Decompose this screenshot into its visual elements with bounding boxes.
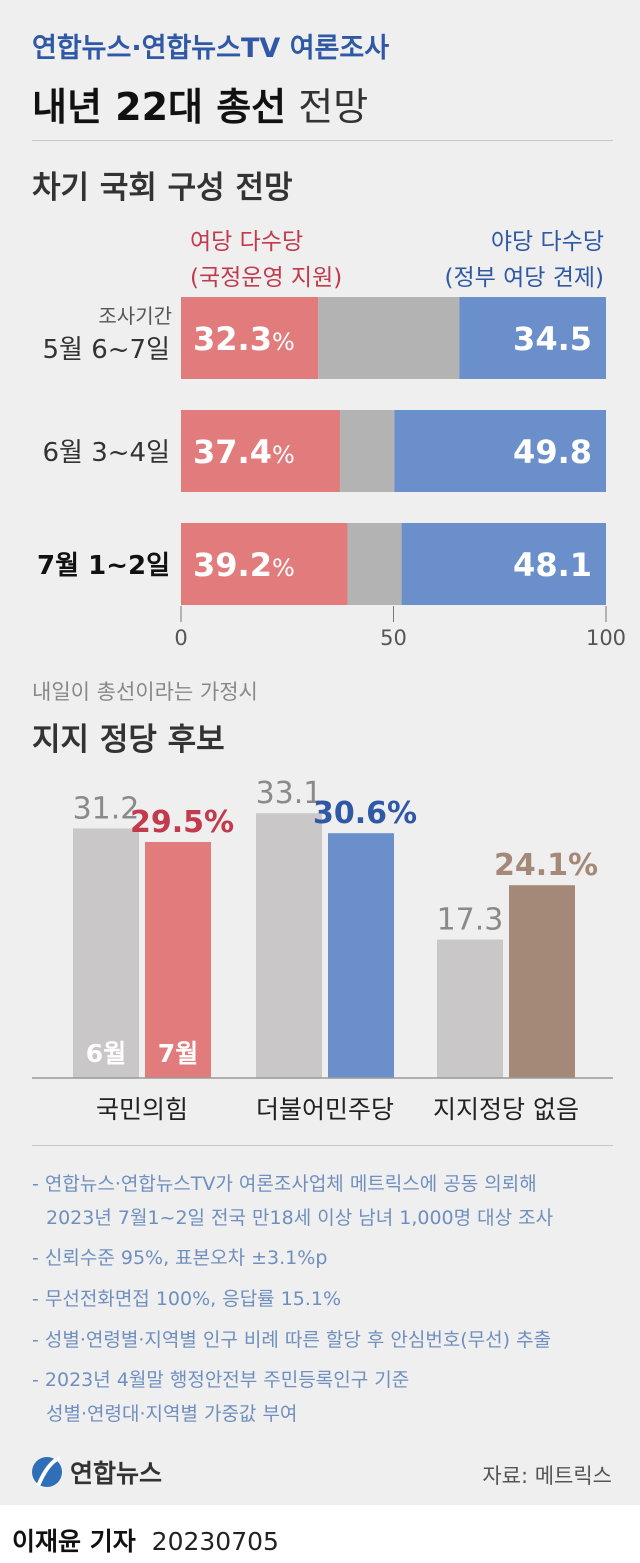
opposition-label-line1: 야당 다수당 [490, 229, 604, 255]
ruling-value-label-1: 37.4% [193, 433, 295, 471]
ruling-value-label-0: 32.3% [193, 320, 295, 358]
byline-author: 이재윤 기자 [12, 1527, 136, 1556]
july-bar-2 [509, 885, 575, 1078]
section1-title: 차기 국회 구성 전망 [32, 170, 293, 206]
note-1b: 2023년 7월1~2일 전국 만18세 이상 남녀 1,000명 대상 조사 [46, 1207, 554, 1229]
note-4: - 성별·연령별·지역별 인구 비례 따른 할당 후 안심번호(무선) 추출 [32, 1329, 552, 1351]
yonhap-logo-icon [32, 1456, 62, 1487]
infographic-panel [0, 0, 640, 1505]
bar-segment-0-1 [318, 297, 460, 379]
yonhap-logo: 연합뉴스 [30, 1452, 162, 1492]
byline-date: 20230705 [151, 1527, 279, 1556]
june-bar-0 [73, 828, 139, 1078]
period-label-0: 5월 6~7일 [42, 335, 170, 365]
bar-segment-1-0 [181, 410, 340, 492]
opposition-value-label-2: 48.1 [513, 546, 592, 584]
july-value-label-1: 30.6% [313, 796, 417, 831]
june-value-label-1: 33.1 [256, 776, 323, 811]
note-1a: - 연합뉴스·연합뉴스TV가 여론조사업체 메트릭스에 공동 의뢰해 [32, 1173, 537, 1195]
period-label-1: 6월 3~4일 [42, 438, 170, 468]
header-divider [32, 140, 613, 141]
bar-segment-1-2 [394, 410, 606, 492]
source-line: 연합뉴스·연합뉴스TV 여론조사 [32, 33, 390, 64]
data-source: 자료: 메트릭스 [482, 1464, 612, 1488]
july-bar-1 [328, 833, 394, 1078]
notes-divider [32, 1145, 613, 1146]
note-3: - 무선전화면접 100%, 응답률 15.1% [32, 1288, 342, 1310]
note-5a: - 2023년 4월말 행정안전부 주민등록인구 기준 [32, 1369, 410, 1391]
bar-segment-2-2 [401, 523, 606, 605]
party-label-2: 지지정당 없음 [433, 1095, 579, 1124]
x-tick-label-1: 50 [380, 626, 407, 650]
bar-segment-0-2 [459, 297, 606, 379]
bar-segment-2-1 [347, 523, 402, 605]
byline: 이재윤 기자 20230705 [12, 1522, 279, 1558]
june-value-label-0: 31.2 [73, 791, 140, 826]
july-value-label-2: 24.1% [494, 848, 598, 883]
bar-segment-1-1 [339, 410, 395, 492]
july-bar-0 [145, 842, 211, 1078]
legend-june: 6월 [86, 1039, 126, 1068]
june-value-label-2: 17.3 [437, 903, 504, 938]
period-label-2: 7월 1~2일 [37, 551, 170, 581]
ruling-label-line1: 여당 다수당 [190, 229, 304, 255]
logo-text: 연합뉴스 [70, 1459, 163, 1488]
july-value-label-0: 29.5% [130, 805, 234, 840]
opposition-value-label-1: 49.8 [513, 433, 592, 471]
title-light: 전망 [298, 85, 369, 129]
note-5b: 성별·연령대·지역별 가중값 부여 [46, 1403, 298, 1425]
section2-title: 지지 정당 후보 [32, 722, 225, 758]
chart-canvas: 32.3% 34.5 5월 6~7일 37.4% 49.8 6월 3~4일 39.2% 48.… [32, 297, 626, 1124]
party-label-0: 국민의힘 [96, 1095, 188, 1124]
opposition-label-line2: (정부 여당 견제) [444, 265, 604, 291]
june-bar-1 [256, 813, 322, 1078]
x-tick-label-2: 100 [586, 626, 626, 650]
section2-subtitle: 내일이 총선이라는 가정시 [32, 680, 258, 704]
party-label-1: 더불어민주당 [256, 1095, 394, 1124]
period-caption: 조사기간 [98, 304, 172, 328]
ruling-value-label-2: 39.2% [193, 546, 295, 584]
note-2: - 신뢰수준 95%, 표본오차 ±3.1%p [32, 1247, 328, 1269]
ruling-label-line2: (국정운영 지원) [190, 265, 343, 291]
bar-segment-2-0 [181, 523, 348, 605]
x-tick-label-0: 0 [174, 626, 187, 650]
page-title: 내년 22대 총선 전망 [32, 76, 368, 131]
opposition-value-label-0: 34.5 [513, 320, 592, 358]
title-bold: 내년 22대 총선 [32, 85, 287, 129]
legend-july: 7월 [158, 1039, 198, 1068]
june-bar-2 [437, 939, 503, 1078]
bar-segment-0-0 [181, 297, 319, 379]
